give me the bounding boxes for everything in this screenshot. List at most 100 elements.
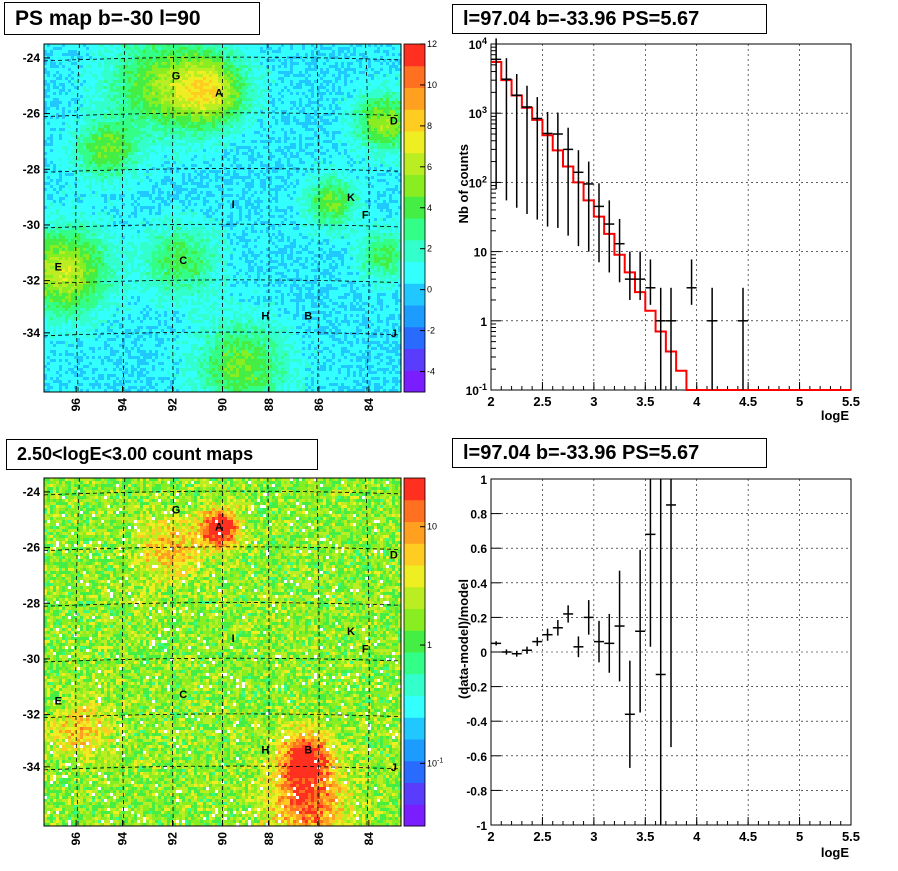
heatmap-cell	[80, 95, 83, 98]
heatmap-cell	[167, 116, 170, 119]
heatmap-cell	[71, 98, 74, 101]
heatmap-cell	[272, 101, 275, 104]
heatmap-cell	[77, 89, 80, 92]
heatmap-cell	[335, 110, 338, 113]
heatmap-cell	[113, 104, 116, 107]
heatmap-cell	[263, 68, 266, 71]
heatmap-cell	[44, 161, 47, 164]
heatmap-cell	[269, 98, 272, 101]
heatmap-cell	[311, 131, 314, 134]
heatmap-cell	[149, 161, 152, 164]
heatmap-cell	[329, 104, 332, 107]
heatmap-cell	[296, 110, 299, 113]
heatmap-cell	[209, 164, 212, 167]
heatmap-cell	[269, 53, 272, 56]
heatmap-cell	[173, 152, 176, 155]
heatmap-cell	[362, 53, 365, 56]
heatmap-cell	[110, 146, 113, 149]
heatmap-cell	[44, 98, 47, 101]
residual-title: l=97.04 b=-33.96 PS=5.67	[452, 438, 767, 468]
heatmap-cell	[185, 59, 188, 62]
heatmap-cell	[356, 146, 359, 149]
heatmap-cell	[362, 128, 365, 131]
heatmap-cell	[170, 146, 173, 149]
heatmap-cell	[80, 62, 83, 65]
heatmap-cell	[68, 101, 71, 104]
heatmap-cell	[257, 134, 260, 137]
heatmap-cell	[389, 125, 392, 128]
heatmap-cell	[389, 149, 392, 152]
heatmap-cell	[188, 44, 191, 47]
heatmap-cell	[227, 77, 230, 80]
heatmap-cell	[113, 134, 116, 137]
heatmap-cell	[374, 44, 377, 47]
heatmap-cell	[200, 113, 203, 116]
heatmap-cell	[296, 131, 299, 134]
heatmap-cell	[296, 89, 299, 92]
heatmap-cell	[182, 128, 185, 131]
heatmap-cell	[263, 164, 266, 167]
heatmap-cell	[170, 167, 173, 170]
heatmap-cell	[161, 107, 164, 110]
heatmap-cell	[158, 62, 161, 65]
heatmap-cell	[335, 53, 338, 56]
heatmap-cell	[317, 86, 320, 89]
heatmap-cell	[236, 80, 239, 83]
heatmap-cell	[281, 68, 284, 71]
heatmap-cell	[215, 80, 218, 83]
heatmap-cell	[185, 89, 188, 92]
heatmap-cell	[377, 122, 380, 125]
heatmap-cell	[149, 110, 152, 113]
heatmap-cell	[371, 80, 374, 83]
heatmap-cell	[344, 68, 347, 71]
heatmap-cell	[110, 107, 113, 110]
heatmap-cell	[161, 98, 164, 101]
heatmap-cell	[302, 122, 305, 125]
heatmap-cell	[161, 164, 164, 167]
heatmap-cell	[377, 113, 380, 116]
heatmap-cell	[179, 50, 182, 53]
heatmap-cell	[293, 47, 296, 50]
heatmap-cell	[206, 74, 209, 77]
heatmap-cell	[374, 62, 377, 65]
heatmap-cell	[341, 149, 344, 152]
heatmap-cell	[353, 53, 356, 56]
heatmap-cell	[140, 155, 143, 158]
heatmap-cell	[152, 143, 155, 146]
heatmap-cell	[143, 59, 146, 62]
heatmap-cell	[140, 152, 143, 155]
heatmap-cell	[236, 140, 239, 143]
heatmap-cell	[302, 92, 305, 95]
heatmap-cell	[56, 107, 59, 110]
heatmap-cell	[389, 119, 392, 122]
heatmap-cell	[347, 128, 350, 131]
heatmap-cell	[341, 77, 344, 80]
heatmap-cell	[104, 110, 107, 113]
heatmap-cell	[341, 125, 344, 128]
heatmap-cell	[314, 71, 317, 74]
heatmap-cell	[83, 92, 86, 95]
heatmap-cell	[161, 77, 164, 80]
heatmap-cell	[236, 158, 239, 161]
heatmap-cell	[275, 104, 278, 107]
heatmap-cell	[155, 146, 158, 149]
heatmap-cell	[353, 98, 356, 101]
heatmap-cell	[140, 125, 143, 128]
heatmap-cell	[134, 62, 137, 65]
heatmap-cell	[179, 152, 182, 155]
heatmap-cell	[245, 98, 248, 101]
heatmap-cell	[350, 125, 353, 128]
heatmap-cell	[95, 92, 98, 95]
heatmap-cell	[197, 68, 200, 71]
heatmap-cell	[272, 110, 275, 113]
heatmap-cell	[305, 104, 308, 107]
heatmap-cell	[227, 65, 230, 68]
heatmap-cell	[398, 152, 401, 155]
heatmap-cell	[176, 164, 179, 167]
heatmap-cell	[146, 74, 149, 77]
heatmap-cell	[320, 131, 323, 134]
heatmap-cell	[314, 113, 317, 116]
heatmap-cell	[65, 59, 68, 62]
heatmap-cell	[329, 68, 332, 71]
heatmap-cell	[275, 140, 278, 143]
